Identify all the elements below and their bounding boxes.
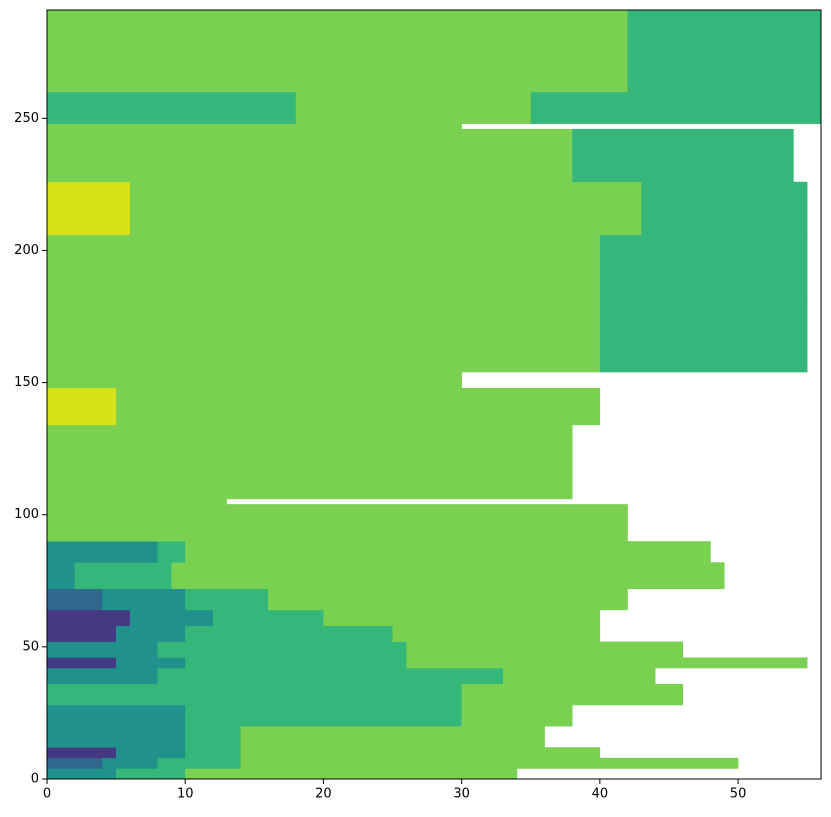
contour-band xyxy=(295,91,532,124)
contour-band xyxy=(323,609,601,627)
contour-band xyxy=(47,10,628,93)
contour-band xyxy=(47,91,297,124)
contour-band xyxy=(47,562,75,590)
contour-band xyxy=(47,234,601,304)
contour-band xyxy=(212,609,324,627)
contour-band xyxy=(240,757,739,769)
contour-band xyxy=(47,372,462,389)
contour-band xyxy=(461,683,684,706)
contour-band xyxy=(572,128,794,183)
x-tick-label: 30 xyxy=(453,787,470,802)
y-tick-label: 50 xyxy=(22,639,39,654)
contour-band xyxy=(185,657,407,669)
contour-band xyxy=(406,657,808,669)
contour-band xyxy=(171,562,725,590)
contour-band xyxy=(157,668,504,685)
contour-band xyxy=(406,641,684,658)
contour-band xyxy=(530,91,822,124)
contour-band xyxy=(47,683,462,706)
contour-band xyxy=(47,498,227,505)
contour-band xyxy=(157,757,241,769)
contour-band xyxy=(157,541,186,563)
plot-frame xyxy=(46,9,822,780)
contour-band xyxy=(47,625,117,642)
contour-band xyxy=(503,668,656,685)
contour-band xyxy=(47,541,158,563)
y-tick-label: 100 xyxy=(14,507,39,522)
contour-band xyxy=(47,657,117,669)
contour-band xyxy=(185,705,462,727)
contour-band xyxy=(116,747,186,759)
y-tick-label: 150 xyxy=(14,375,39,390)
contour-band xyxy=(47,303,601,373)
contour-band xyxy=(47,609,131,627)
x-tick-label: 10 xyxy=(177,787,194,802)
x-tick-label: 50 xyxy=(730,787,747,802)
x-tick-label: 20 xyxy=(315,787,332,802)
contour-band xyxy=(74,562,172,590)
contour-band xyxy=(116,768,186,780)
contour-band xyxy=(47,123,462,130)
contour-band xyxy=(185,541,711,563)
y-tick-label: 250 xyxy=(14,111,39,126)
contour-band xyxy=(47,128,573,183)
contour-band xyxy=(461,705,573,727)
contour-band xyxy=(47,424,573,500)
contour-band xyxy=(129,181,642,235)
contour-band xyxy=(240,747,601,759)
contour-band xyxy=(599,303,808,373)
contour-band xyxy=(129,609,214,627)
contour-band xyxy=(185,726,241,748)
contour-band xyxy=(268,588,628,611)
contour-band xyxy=(47,668,158,685)
contour-band xyxy=(47,387,117,426)
contour-band xyxy=(185,588,269,611)
contour-band xyxy=(47,705,186,727)
contour-band xyxy=(116,657,186,669)
contour-band xyxy=(185,747,241,759)
contour-band xyxy=(47,757,103,769)
contour-band xyxy=(47,588,103,611)
contour-band xyxy=(599,234,808,304)
x-tick-label: 40 xyxy=(592,787,609,802)
contour-band xyxy=(641,181,808,235)
contour-band xyxy=(157,641,407,658)
contour-band xyxy=(627,10,822,93)
contour-band xyxy=(102,757,158,769)
contour-band xyxy=(102,588,186,611)
contour-band xyxy=(47,768,117,780)
y-tick-label: 0 xyxy=(31,772,39,787)
contour-band xyxy=(47,181,131,235)
contour-band xyxy=(116,625,186,642)
x-tick-label: 0 xyxy=(43,787,51,802)
contour-band xyxy=(47,504,628,542)
y-tick-label: 200 xyxy=(14,243,39,258)
contour-band xyxy=(240,726,545,748)
contour-band xyxy=(392,625,601,642)
contour-band xyxy=(185,768,518,780)
contour-band xyxy=(47,641,158,658)
contour-band xyxy=(47,747,117,759)
contour-band xyxy=(47,726,186,748)
contour-band xyxy=(185,625,393,642)
contour-band xyxy=(116,387,601,426)
